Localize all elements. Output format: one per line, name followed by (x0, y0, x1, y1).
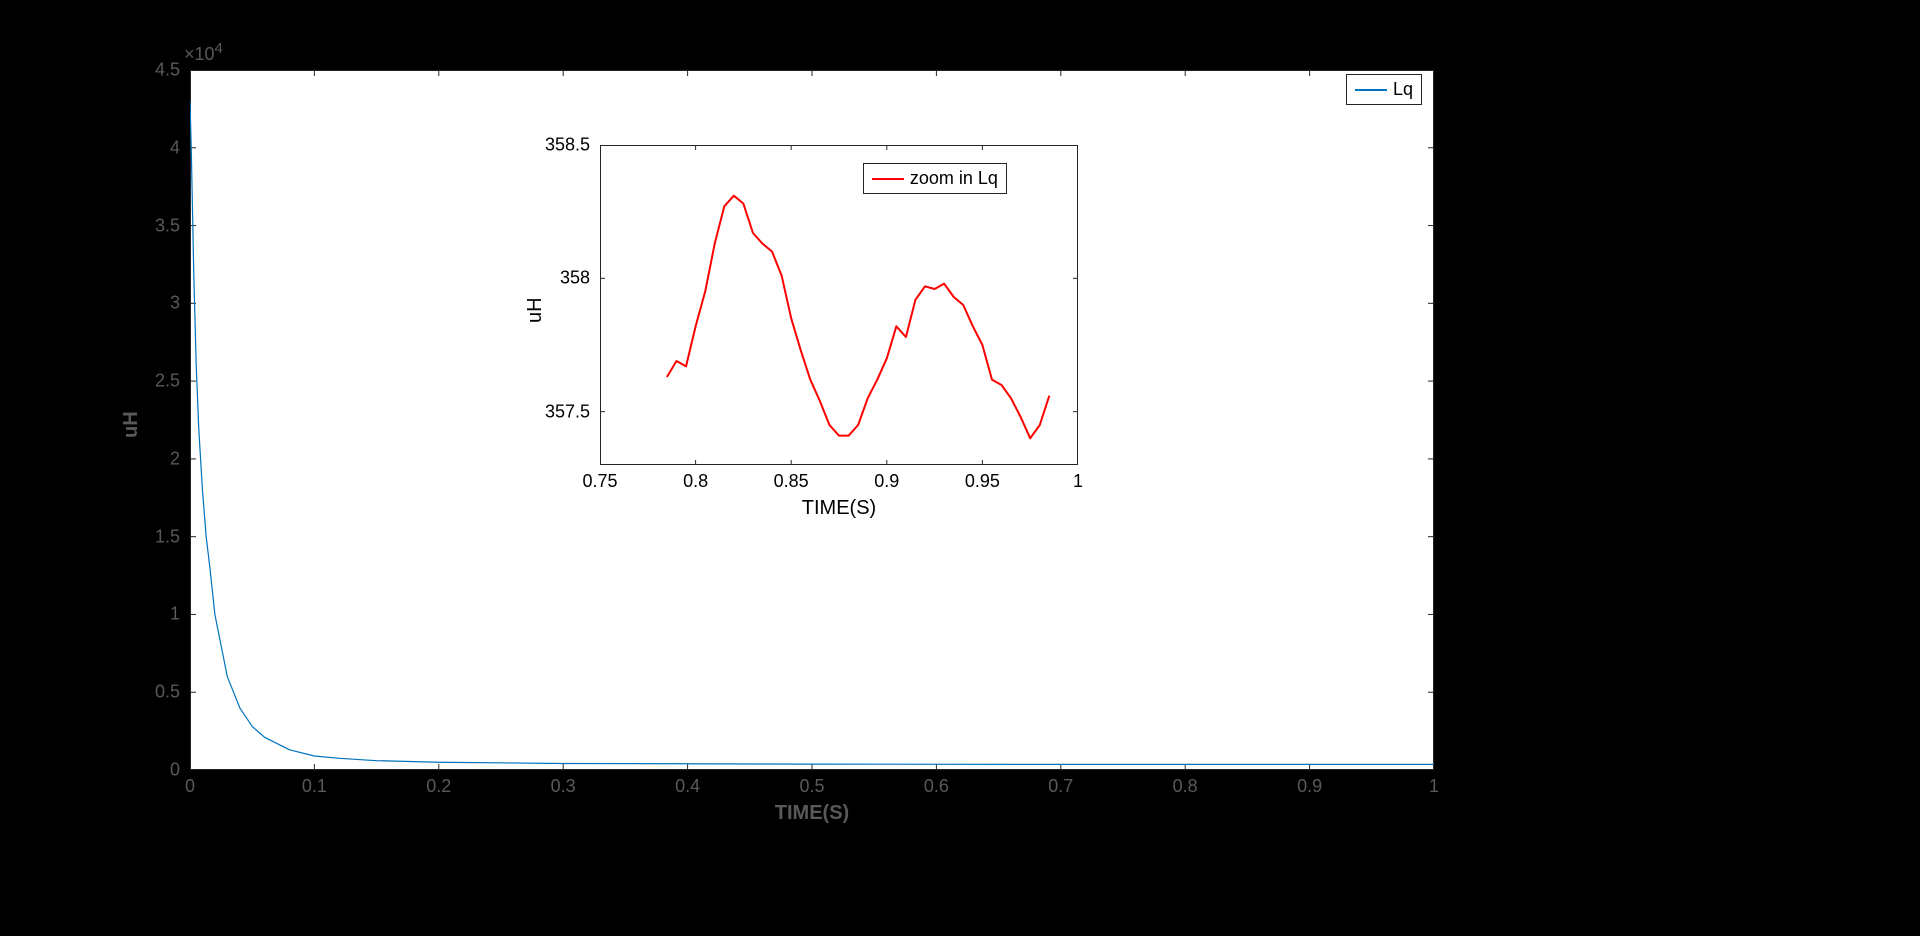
x-tick-label: 0.2 (426, 776, 451, 797)
x-tick-label: 0.85 (774, 471, 809, 492)
x-tick-label: 0 (185, 776, 195, 797)
y-tick-label: 2.5 (155, 371, 180, 392)
main-y-label: uH (120, 411, 143, 438)
inset-x-label: TIME(S) (802, 497, 876, 520)
y-tick-label: 358.5 (545, 135, 590, 156)
exponent-power: 4 (215, 40, 223, 57)
inset-legend-label: zoom in Lq (910, 168, 998, 189)
x-tick-label: 0.3 (551, 776, 576, 797)
x-tick-label: 0.5 (799, 776, 824, 797)
x-tick-label: 1 (1429, 776, 1439, 797)
x-tick-label: 0.9 (874, 471, 899, 492)
y-tick-label: 358 (560, 268, 590, 289)
main-legend-line (1355, 89, 1387, 91)
y-tick-label: 0.5 (155, 682, 180, 703)
figure: ×104 uH TIME(S) 00.10.20.30.40.50.60.70.… (0, 0, 1920, 936)
x-tick-label: 0.75 (582, 471, 617, 492)
x-tick-label: 0.8 (1173, 776, 1198, 797)
x-tick-label: 0.6 (924, 776, 949, 797)
y-tick-label: 3.5 (155, 215, 180, 236)
inset-y-label: uH (524, 297, 547, 323)
main-legend: Lq (1346, 74, 1422, 105)
inset-legend: zoom in Lq (863, 163, 1007, 194)
y-tick-label: 4 (170, 137, 180, 158)
x-tick-label: 0.7 (1048, 776, 1073, 797)
x-tick-label: 0.95 (965, 471, 1000, 492)
exponent-prefix: ×10 (184, 44, 215, 64)
x-tick-label: 0.4 (675, 776, 700, 797)
y-tick-label: 3 (170, 293, 180, 314)
y-tick-label: 357.5 (545, 401, 590, 422)
main-x-label: TIME(S) (775, 802, 849, 825)
main-legend-label: Lq (1393, 79, 1413, 100)
y-tick-label: 1 (170, 604, 180, 625)
inset-legend-line (872, 178, 904, 180)
main-y-exponent: ×104 (184, 40, 223, 65)
x-tick-label: 0.1 (302, 776, 327, 797)
y-tick-label: 1.5 (155, 526, 180, 547)
x-tick-label: 1 (1073, 471, 1083, 492)
y-tick-label: 4.5 (155, 60, 180, 81)
x-tick-label: 0.9 (1297, 776, 1322, 797)
y-tick-label: 0 (170, 760, 180, 781)
y-tick-label: 2 (170, 448, 180, 469)
x-tick-label: 0.8 (683, 471, 708, 492)
